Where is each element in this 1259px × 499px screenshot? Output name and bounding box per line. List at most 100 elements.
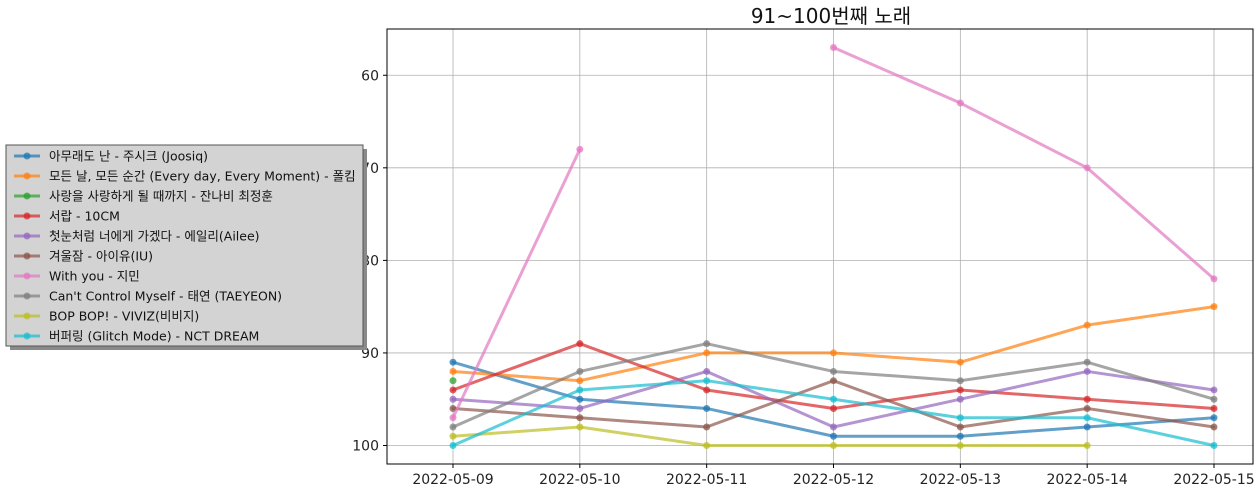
- data-point: [1083, 404, 1091, 412]
- legend-marker: [23, 152, 31, 160]
- data-point: [830, 423, 837, 431]
- data-point: [1210, 414, 1218, 422]
- data-point: [703, 377, 711, 385]
- legend-marker: [23, 252, 31, 260]
- data-point: [576, 386, 584, 394]
- series: [449, 340, 1218, 431]
- x-tick-label: 2022-05-09: [412, 472, 493, 488]
- data-point: [703, 349, 711, 357]
- series: [449, 377, 457, 385]
- legend-marker: [23, 292, 31, 300]
- series: [449, 44, 1218, 422]
- legend-label: 첫눈처럼 너에게 가겠다 - 에일리(Ailee): [49, 229, 260, 244]
- series: [449, 367, 1218, 431]
- legend-marker: [23, 232, 31, 240]
- data-point: [1210, 303, 1218, 311]
- data-point: [703, 404, 711, 412]
- data-point: [956, 414, 964, 422]
- legend: 아무래도 난 - 주시크 (Joosiq) 모든 날, 모든 순간 (Every …: [5, 144, 367, 350]
- data-point: [956, 99, 964, 107]
- data-point: [956, 358, 964, 366]
- data-point: [576, 423, 584, 431]
- data-point: [449, 432, 457, 440]
- data-point: [1083, 367, 1091, 375]
- data-point: [576, 404, 584, 412]
- data-point: [1210, 404, 1218, 412]
- legend-marker: [23, 312, 31, 320]
- series: [449, 303, 1218, 385]
- data-point: [1210, 423, 1218, 431]
- legend-label: Can't Control Myself - 태연 (TAEYEON): [49, 289, 282, 304]
- plot-frame: [386, 28, 1254, 465]
- data-point: [1210, 386, 1218, 394]
- data-point: [1083, 441, 1091, 449]
- data-point: [1083, 358, 1091, 366]
- data-point: [449, 414, 457, 422]
- data-point: [449, 395, 457, 403]
- data-point: [449, 441, 457, 449]
- data-point: [956, 386, 964, 394]
- data-point: [576, 340, 584, 348]
- x-tick-label: 2022-05-11: [666, 472, 747, 488]
- data-point: [1083, 164, 1091, 172]
- data-point: [1083, 423, 1091, 431]
- legend-label: 겨울잠 - 아이유(IU): [49, 249, 153, 264]
- x-tick-label: 2022-05-10: [539, 472, 620, 488]
- data-point: [703, 367, 711, 375]
- data-point: [830, 395, 837, 403]
- data-point: [449, 386, 457, 394]
- y-tick-label: 60: [361, 68, 379, 84]
- x-tick-label: 2022-05-13: [920, 472, 1001, 488]
- legend-marker: [23, 212, 31, 220]
- data-point: [956, 441, 964, 449]
- data-point: [703, 423, 711, 431]
- series: [449, 377, 1218, 431]
- data-point: [830, 441, 837, 449]
- legend-label: 서랍 - 10CM: [49, 209, 120, 224]
- y-tick-label: 100: [352, 438, 379, 454]
- data-point: [830, 44, 837, 52]
- legend-label: 버퍼링 (Glitch Mode) - NCT DREAM: [49, 329, 259, 344]
- data-point: [956, 432, 964, 440]
- grid: [387, 29, 1253, 464]
- data-point: [830, 349, 837, 357]
- data-point: [956, 395, 964, 403]
- data-point: [1083, 321, 1091, 329]
- series-lines: [449, 44, 1218, 449]
- legend-label: BOP BOP! - VIVIZ(비비지): [49, 309, 199, 324]
- data-point: [830, 367, 837, 375]
- data-point: [576, 367, 584, 375]
- data-point: [1210, 441, 1218, 449]
- data-point: [830, 404, 837, 412]
- data-point: [703, 386, 711, 394]
- data-point: [449, 358, 457, 366]
- data-point: [576, 395, 584, 403]
- legend-marker: [23, 272, 31, 280]
- data-point: [830, 377, 837, 385]
- data-point: [1210, 275, 1218, 283]
- chart-title: 91~100번째 노래: [751, 4, 911, 28]
- x-tick-label: 2022-05-14: [1046, 472, 1127, 488]
- data-point: [449, 423, 457, 431]
- legend-marker: [23, 172, 31, 180]
- series: [449, 423, 1091, 449]
- series-line: [451, 147, 582, 420]
- legend-label: 아무래도 난 - 주시크 (Joosiq): [49, 149, 208, 164]
- series-line: [451, 425, 1089, 447]
- data-point: [449, 367, 457, 375]
- series: [449, 358, 1218, 440]
- legend-marker: [23, 332, 31, 340]
- data-point: [576, 414, 584, 422]
- data-point: [1083, 414, 1091, 422]
- series-line: [832, 46, 1216, 281]
- x-tick-label: 2022-05-12: [793, 472, 874, 488]
- data-point: [703, 441, 711, 449]
- legend-marker: [23, 192, 31, 200]
- x-axis: 2022-05-09 2022-05-10 2022-05-11 2022-05-12…: [412, 464, 1255, 488]
- data-point: [956, 423, 964, 431]
- series: [449, 377, 1218, 449]
- data-point: [576, 377, 584, 385]
- legend-label: With you - 지민: [49, 269, 140, 284]
- data-point: [576, 145, 584, 153]
